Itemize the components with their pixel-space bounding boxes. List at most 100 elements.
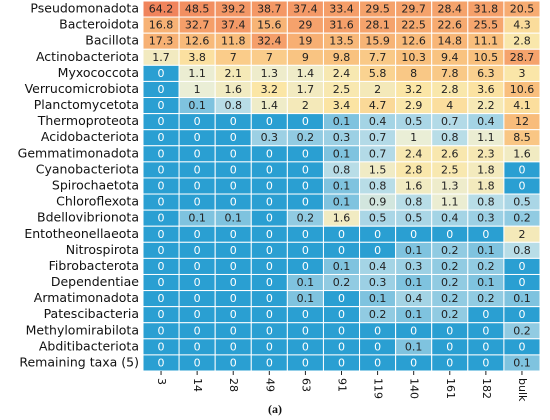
- cell-label: 2: [302, 99, 309, 112]
- cell-label: 0: [482, 308, 489, 321]
- x-tick-label: 91: [336, 378, 349, 392]
- cell-label: 0: [230, 244, 237, 257]
- cell-label: 0: [194, 276, 201, 289]
- cell-label: 0: [158, 244, 165, 257]
- cell-label: 9.4: [441, 51, 459, 64]
- cell-label: 1.6: [405, 180, 423, 193]
- cell-label: 17.3: [149, 35, 174, 48]
- cell-label: 0: [518, 163, 525, 176]
- cell-label: 0: [266, 244, 273, 257]
- cell-label: 0.4: [369, 260, 387, 273]
- cell-label: 4.7: [369, 99, 387, 112]
- cell-label: 0: [446, 340, 453, 353]
- cell-label: 0: [266, 292, 273, 305]
- row-label: Gemmatimonadota: [18, 145, 139, 160]
- cell-label: 0.3: [333, 131, 351, 144]
- cell-label: 0: [158, 196, 165, 209]
- x-tick-label: 182: [480, 378, 493, 399]
- cell-label: 0: [230, 115, 237, 128]
- row-label: Chloroflexota: [56, 194, 139, 209]
- cell-label: 0: [158, 83, 165, 96]
- cell-label: 0.1: [405, 276, 423, 289]
- cell-label: 0.2: [513, 324, 531, 337]
- cell-label: 0: [194, 131, 201, 144]
- cell-label: 0: [194, 324, 201, 337]
- cell-label: 2.1: [224, 67, 242, 80]
- cell-label: 9.8: [333, 51, 351, 64]
- cell-label: 2.4: [333, 67, 351, 80]
- cell-label: 31.8: [474, 3, 499, 16]
- cell-label: 4.1: [513, 99, 531, 112]
- cell-label: 0.3: [477, 212, 495, 225]
- cell-label: 1.3: [261, 67, 279, 80]
- cell-label: 0: [302, 115, 309, 128]
- cell-label: 0: [230, 131, 237, 144]
- row-label: Acidobacteriota: [41, 129, 139, 144]
- cell-label: 3: [518, 67, 525, 80]
- cell-label: 0: [302, 147, 309, 160]
- cell-label: 0: [266, 196, 273, 209]
- cell-label: 0: [266, 308, 273, 321]
- cell-label: 0.1: [188, 212, 206, 225]
- row-label: Cyanobacteriota: [36, 161, 139, 176]
- row-label: Bdellovibrionota: [37, 210, 139, 225]
- row-label: Nitrospirota: [66, 242, 139, 257]
- x-tick-label: 28: [227, 378, 240, 392]
- cell-label: 0.8: [477, 196, 495, 209]
- cell-label: 0: [374, 356, 381, 369]
- cell-label: 0: [410, 324, 417, 337]
- cell-label: 0: [194, 244, 201, 257]
- cell-label: 0.3: [369, 276, 387, 289]
- cell-label: 48.5: [185, 3, 210, 16]
- cell-label: 0: [338, 324, 345, 337]
- cell-label: 1.4: [297, 67, 315, 80]
- cell-label: 12.6: [185, 35, 210, 48]
- row-label: Verrucomicrobiota: [25, 81, 139, 96]
- cell-label: 0.7: [369, 131, 387, 144]
- cell-label: 39.2: [221, 3, 246, 16]
- cell-label: 0.5: [405, 212, 423, 225]
- cell-label: 0: [158, 276, 165, 289]
- cell-label: 0.5: [513, 196, 531, 209]
- cell-label: 0.2: [297, 212, 315, 225]
- cell-label: 0.2: [333, 276, 351, 289]
- cell-label: 7: [230, 51, 237, 64]
- cell-label: 5.8: [369, 67, 387, 80]
- cell-label: 0: [482, 228, 489, 241]
- cell-label: 0: [194, 356, 201, 369]
- cell-label: 0: [230, 228, 237, 241]
- cell-label: 0.2: [477, 260, 495, 273]
- cell-label: 0: [374, 324, 381, 337]
- cell-label: 0.2: [441, 308, 459, 321]
- cell-label: 0: [302, 356, 309, 369]
- x-tick-label: 119: [372, 378, 385, 399]
- cell-label: 7: [266, 51, 273, 64]
- cell-label: 1.1: [441, 196, 459, 209]
- cell-label: 19: [298, 35, 312, 48]
- cell-label: 1.6: [333, 212, 351, 225]
- cell-label: 0.2: [441, 292, 459, 305]
- row-label: Myxococcota: [58, 65, 139, 80]
- row-label: Abditibacteriota: [39, 338, 139, 353]
- cell-label: 0: [302, 260, 309, 273]
- row-label: Bacteroidota: [59, 17, 139, 32]
- cell-label: 0: [158, 324, 165, 337]
- cell-label: 0: [266, 340, 273, 353]
- cell-label: 0.5: [405, 115, 423, 128]
- cell-label: 28.1: [365, 19, 390, 32]
- cell-label: 2.9: [405, 99, 423, 112]
- cell-label: 0: [194, 180, 201, 193]
- cell-label: 0: [194, 308, 201, 321]
- row-label: Thermoproteota: [37, 113, 139, 128]
- cell-label: 0: [194, 196, 201, 209]
- cell-label: 16.8: [149, 19, 174, 32]
- cell-label: 0.1: [224, 212, 242, 225]
- cell-label: 0.2: [297, 131, 315, 144]
- cell-label: 0: [302, 244, 309, 257]
- cell-label: 0.1: [333, 196, 351, 209]
- cell-label: 0: [266, 356, 273, 369]
- x-tick-label: 49: [263, 378, 276, 392]
- cell-label: 0: [194, 260, 201, 273]
- cell-label: 0: [194, 147, 201, 160]
- cell-label: 0.1: [297, 292, 315, 305]
